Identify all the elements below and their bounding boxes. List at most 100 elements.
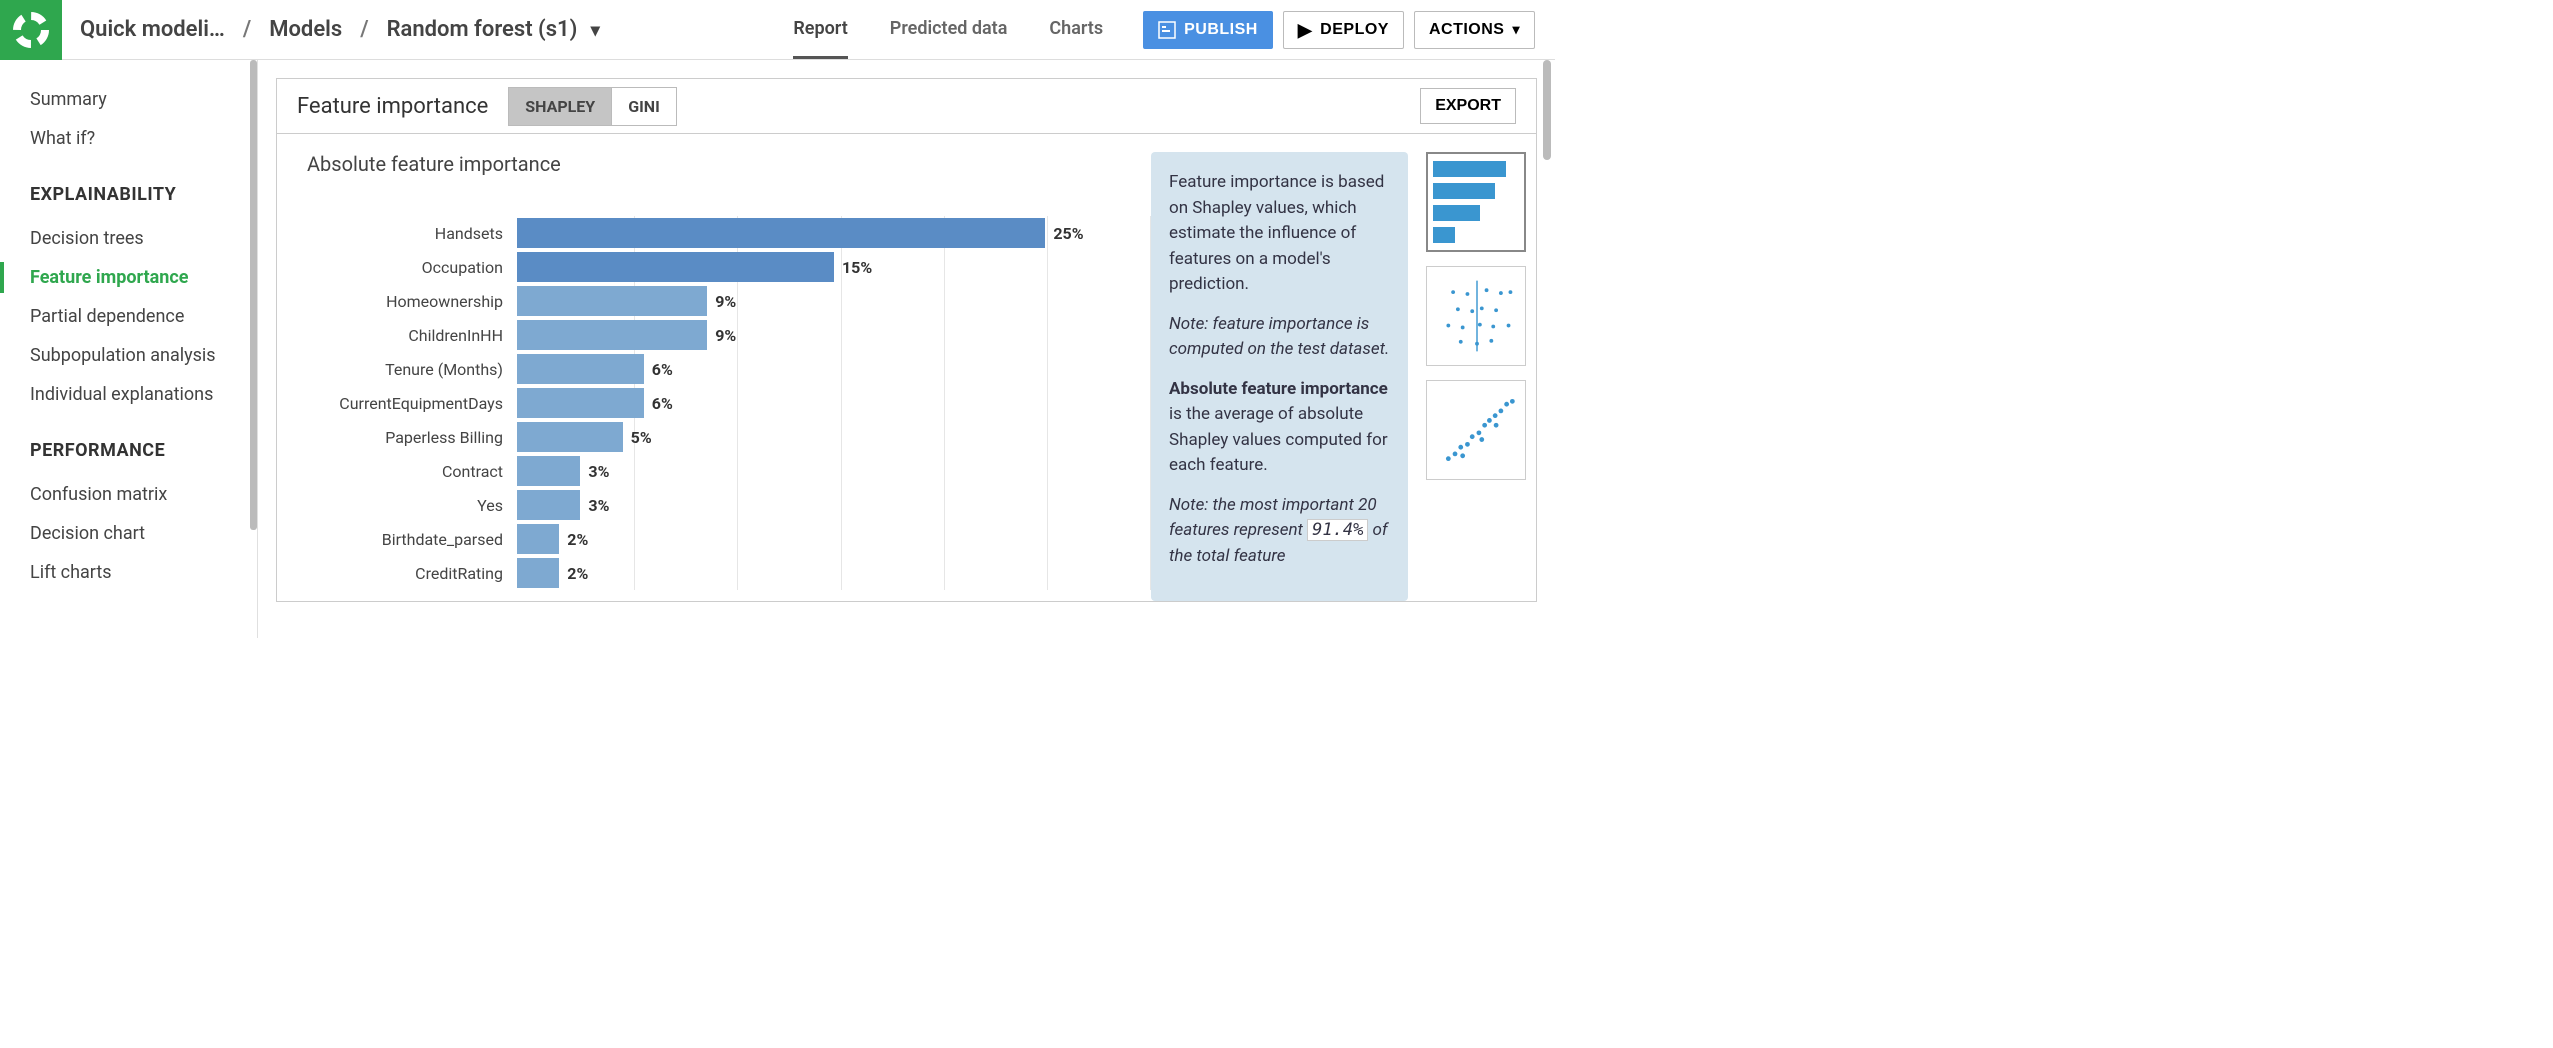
sidebar: Summary What if? EXPLAINABILITY Decision… [0,60,258,638]
app-logo[interactable] [0,0,62,60]
bar-track: 6% [517,386,1151,420]
bar [517,490,580,520]
panel: Feature importance SHAPLEY GINI EXPORT A… [276,78,1537,602]
bar [517,422,623,452]
bar-track: 3% [517,454,1151,488]
bar-track: 9% [517,284,1151,318]
bar [517,388,644,418]
chart-area: Absolute feature importance Handsets 25% O… [307,152,1151,601]
logo-icon [13,12,49,48]
sidebar-section-explainability: EXPLAINABILITY [30,184,257,205]
bar-value: 6% [652,360,673,379]
chart-row[interactable]: Contract3% [307,454,1151,488]
deploy-label: DEPLOY [1320,21,1389,39]
publish-button[interactable]: PUBLISH [1143,11,1273,49]
chart-row[interactable]: Paperless Billing 5% [307,420,1151,454]
chevron-down-icon [1512,21,1520,39]
bar-value: 9% [715,292,736,311]
tab-report[interactable]: Report [793,0,847,59]
sidebar-item-lift-charts[interactable]: Lift charts [30,553,257,592]
sidebar-item-decision-trees[interactable]: Decision trees [30,219,257,258]
sidebar-item-individual-explanations[interactable]: Individual explanations [30,375,257,414]
chart-title: Absolute feature importance [307,152,1151,176]
chart-row[interactable]: Birthdate_parsed2% [307,522,1151,556]
chart-row[interactable]: Tenure (Months) 6% [307,352,1151,386]
bar-track: 5% [517,420,1151,454]
panel-title: Feature importance [297,94,488,119]
info-note2: Note: the most important 20 features rep… [1169,493,1390,570]
sidebar-item-partial-dependence[interactable]: Partial dependence [30,297,257,336]
sidebar-item-subpopulation[interactable]: Subpopulation analysis [30,336,257,375]
deploy-button[interactable]: ▶ DEPLOY [1283,11,1404,49]
play-icon: ▶ [1298,21,1312,39]
sidebar-item-confusion-matrix[interactable]: Confusion matrix [30,475,257,514]
toggle-gini[interactable]: GINI [612,88,676,125]
bar-value: 2% [567,564,588,583]
publish-label: PUBLISH [1184,21,1258,39]
panel-header: Feature importance SHAPLEY GINI EXPORT [277,79,1536,134]
thumb-scatter[interactable] [1426,380,1526,480]
bar-value: 3% [588,496,609,515]
chart-row-label: Paperless Billing [307,428,517,447]
bar [517,456,580,486]
bar [517,286,707,316]
breadcrumb-model-label: Random forest (s1) [387,17,578,42]
sidebar-section-performance: PERFORMANCE [30,440,257,461]
chart-row[interactable]: Occupation15% [307,250,1151,284]
thumb-beeswarm[interactable] [1426,266,1526,366]
bar-track: 2% [517,522,1151,556]
breadcrumb-sep: / [360,17,368,42]
chart-row-label: Homeownership [307,292,517,311]
toggle-shapley[interactable]: SHAPLEY [509,88,612,125]
tab-charts[interactable]: Charts [1049,0,1103,59]
chart-row-label: Contract [307,462,517,481]
panel-body: Absolute feature importance Handsets 25% O… [277,134,1536,601]
chart-row-label: CurrentEquipmentDays [307,394,517,413]
thumb-bar[interactable] [1426,152,1526,252]
bar [517,524,559,554]
tab-nav: Report Predicted data Charts [793,0,1143,59]
sidebar-item-feature-importance[interactable]: Feature importance [30,258,257,297]
bar-track: 15% [517,250,1151,284]
main-layout: Summary What if? EXPLAINABILITY Decision… [0,60,1555,638]
chart-row[interactable]: Yes 3% [307,488,1151,522]
chevron-down-icon[interactable]: ▾ [591,20,600,41]
bar [517,218,1045,248]
export-button[interactable]: EXPORT [1420,88,1516,124]
chart-row-label: Birthdate_parsed [307,530,517,549]
bar-track: 25% [517,216,1151,250]
feature-importance-chart: Handsets25%Occupation15%Homeownership9%C… [307,216,1151,590]
chart-row-label: Occupation [307,258,517,277]
bar-track: 2% [517,556,1151,590]
chart-row-label: CreditRating [307,564,517,583]
chart-row-label: Yes [307,496,517,515]
sidebar-item-whatif[interactable]: What if? [30,119,257,158]
chart-rows: Handsets25%Occupation15%Homeownership9%C… [307,216,1151,590]
info-p1: Feature importance is based on Shapley v… [1169,170,1390,298]
toggle-group: SHAPLEY GINI [508,87,676,126]
bar-value: 25% [1053,224,1083,243]
sidebar-item-summary[interactable]: Summary [30,80,257,119]
breadcrumb-models[interactable]: Models [269,17,342,42]
content: Feature importance SHAPLEY GINI EXPORT A… [258,60,1555,638]
bar [517,252,834,282]
chart-row-label: Tenure (Months) [307,360,517,379]
chart-row[interactable]: CreditRating 2% [307,556,1151,590]
info-box: Feature importance is based on Shapley v… [1151,152,1408,601]
bar-track: 9% [517,318,1151,352]
breadcrumb-project[interactable]: Quick modeli… [80,17,225,42]
chart-row[interactable]: Homeownership 9% [307,284,1151,318]
chart-row-label: Handsets [307,224,517,243]
top-bar: Quick modeli… / Models / Random forest (… [0,0,1555,60]
bar [517,320,707,350]
chart-row[interactable]: ChildrenInHH9% [307,318,1151,352]
breadcrumb-model[interactable]: Random forest (s1) ▾ [387,17,600,42]
publish-icon [1158,21,1176,39]
sidebar-item-decision-chart[interactable]: Decision chart [30,514,257,553]
breadcrumb: Quick modeli… / Models / Random forest (… [80,17,763,42]
tab-predicted-data[interactable]: Predicted data [890,0,1008,59]
actions-button[interactable]: ACTIONS [1414,11,1535,49]
chart-row[interactable]: Handsets 25% [307,216,1151,250]
bar-value: 5% [631,428,652,447]
chart-row[interactable]: CurrentEquipmentDays6% [307,386,1151,420]
